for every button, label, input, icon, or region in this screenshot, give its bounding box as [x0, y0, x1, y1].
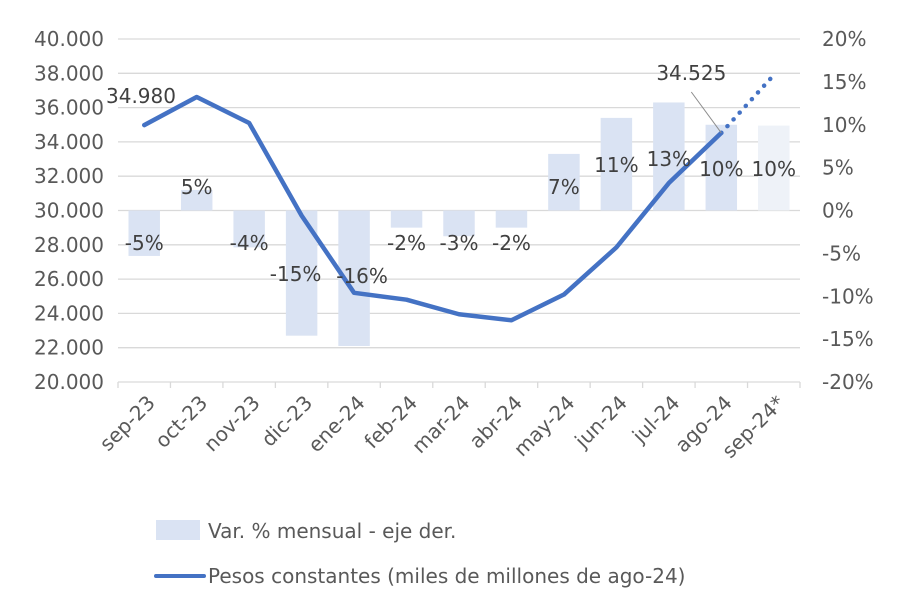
x-tick-labels: sep-23oct-23nov-23dic-23ene-24feb-24mar-…	[95, 391, 790, 463]
bar	[443, 210, 475, 237]
bar	[600, 117, 633, 211]
bar-data-label: -3%	[440, 231, 479, 255]
x-tick-label: mar-24	[407, 391, 474, 458]
bar-data-label: -16%	[336, 264, 388, 288]
x-tick-label: nov-23	[199, 391, 265, 457]
bar-series	[128, 102, 790, 346]
right-tick-label: 20%	[822, 27, 866, 51]
bar	[495, 210, 528, 228]
gridlines	[118, 38, 800, 349]
bar	[128, 210, 160, 256]
legend-swatch-bar	[156, 520, 200, 540]
legend-label-line: Pesos constantes (miles de millones de a…	[208, 564, 685, 588]
left-tick-label: 20.000	[34, 370, 104, 394]
left-tick-label: 26.000	[34, 267, 104, 291]
bar	[758, 125, 790, 211]
x-axis	[117, 381, 801, 388]
line-annotation: 34.980	[106, 84, 176, 108]
bar-data-label: -5%	[125, 231, 164, 255]
bar-data-label: -2%	[492, 231, 531, 255]
left-tick-label: 30.000	[34, 199, 104, 223]
left-tick-label: 38.000	[34, 61, 104, 85]
line-projected	[719, 72, 777, 136]
bar	[390, 210, 423, 228]
left-tick-label: 24.000	[34, 301, 104, 325]
bar-data-label: -2%	[387, 231, 426, 255]
bar	[548, 153, 580, 211]
bar-data-label: -15%	[270, 262, 322, 286]
left-tick-label: 28.000	[34, 233, 104, 257]
line-solid	[141, 94, 724, 323]
bar-data-label: 5%	[181, 175, 213, 199]
bar-data-label: 10%	[752, 157, 796, 181]
right-tick-label: -15%	[822, 327, 874, 351]
left-tick-label: 40.000	[34, 27, 104, 51]
right-tick-label: -5%	[822, 241, 861, 265]
bar-data-label: 10%	[699, 157, 743, 181]
x-tick-label: sep-23	[95, 391, 160, 456]
line-annotation: 34.525	[656, 61, 726, 85]
left-axis: 20.000 22.000 24.000 26.000 28.000 30.000 32.0…	[34, 27, 104, 394]
x-tick-label: jun-24	[569, 391, 632, 454]
bar-data-label: 11%	[594, 153, 638, 177]
left-tick-label: 34.000	[34, 130, 104, 154]
legend: Var. % mensual - eje der. Pesos constant…	[154, 519, 685, 588]
right-tick-label: -10%	[822, 284, 874, 308]
bar-data-label: 13%	[647, 147, 691, 171]
bar-data-label: -4%	[230, 231, 269, 255]
left-tick-label: 32.000	[34, 164, 104, 188]
bar	[233, 210, 265, 248]
left-tick-label: 22.000	[34, 336, 104, 360]
right-tick-label: -20%	[822, 370, 874, 394]
x-tick-label: ene-24	[303, 391, 369, 457]
line-annotations: 34.980 34.525	[106, 61, 726, 134]
bar-data-labels: -5% 5% -4%-15% -16% -2% -3% -2% 7% 11% 13% 10% 10%	[125, 147, 796, 288]
legend-label-bar: Var. % mensual - eje der.	[208, 519, 456, 543]
bar	[180, 189, 213, 211]
bar	[705, 124, 738, 211]
right-tick-label: 0%	[822, 199, 854, 223]
bar-data-label: 7%	[548, 175, 580, 199]
left-tick-label: 36.000	[34, 96, 104, 120]
right-axis: -20% -15% -10% -5% 0% 5% 10% 15% 20%	[822, 27, 874, 394]
right-tick-label: 15%	[822, 70, 866, 94]
right-tick-label: 5%	[822, 156, 854, 180]
right-tick-label: 10%	[822, 113, 866, 137]
annotation-leader	[690, 91, 722, 134]
